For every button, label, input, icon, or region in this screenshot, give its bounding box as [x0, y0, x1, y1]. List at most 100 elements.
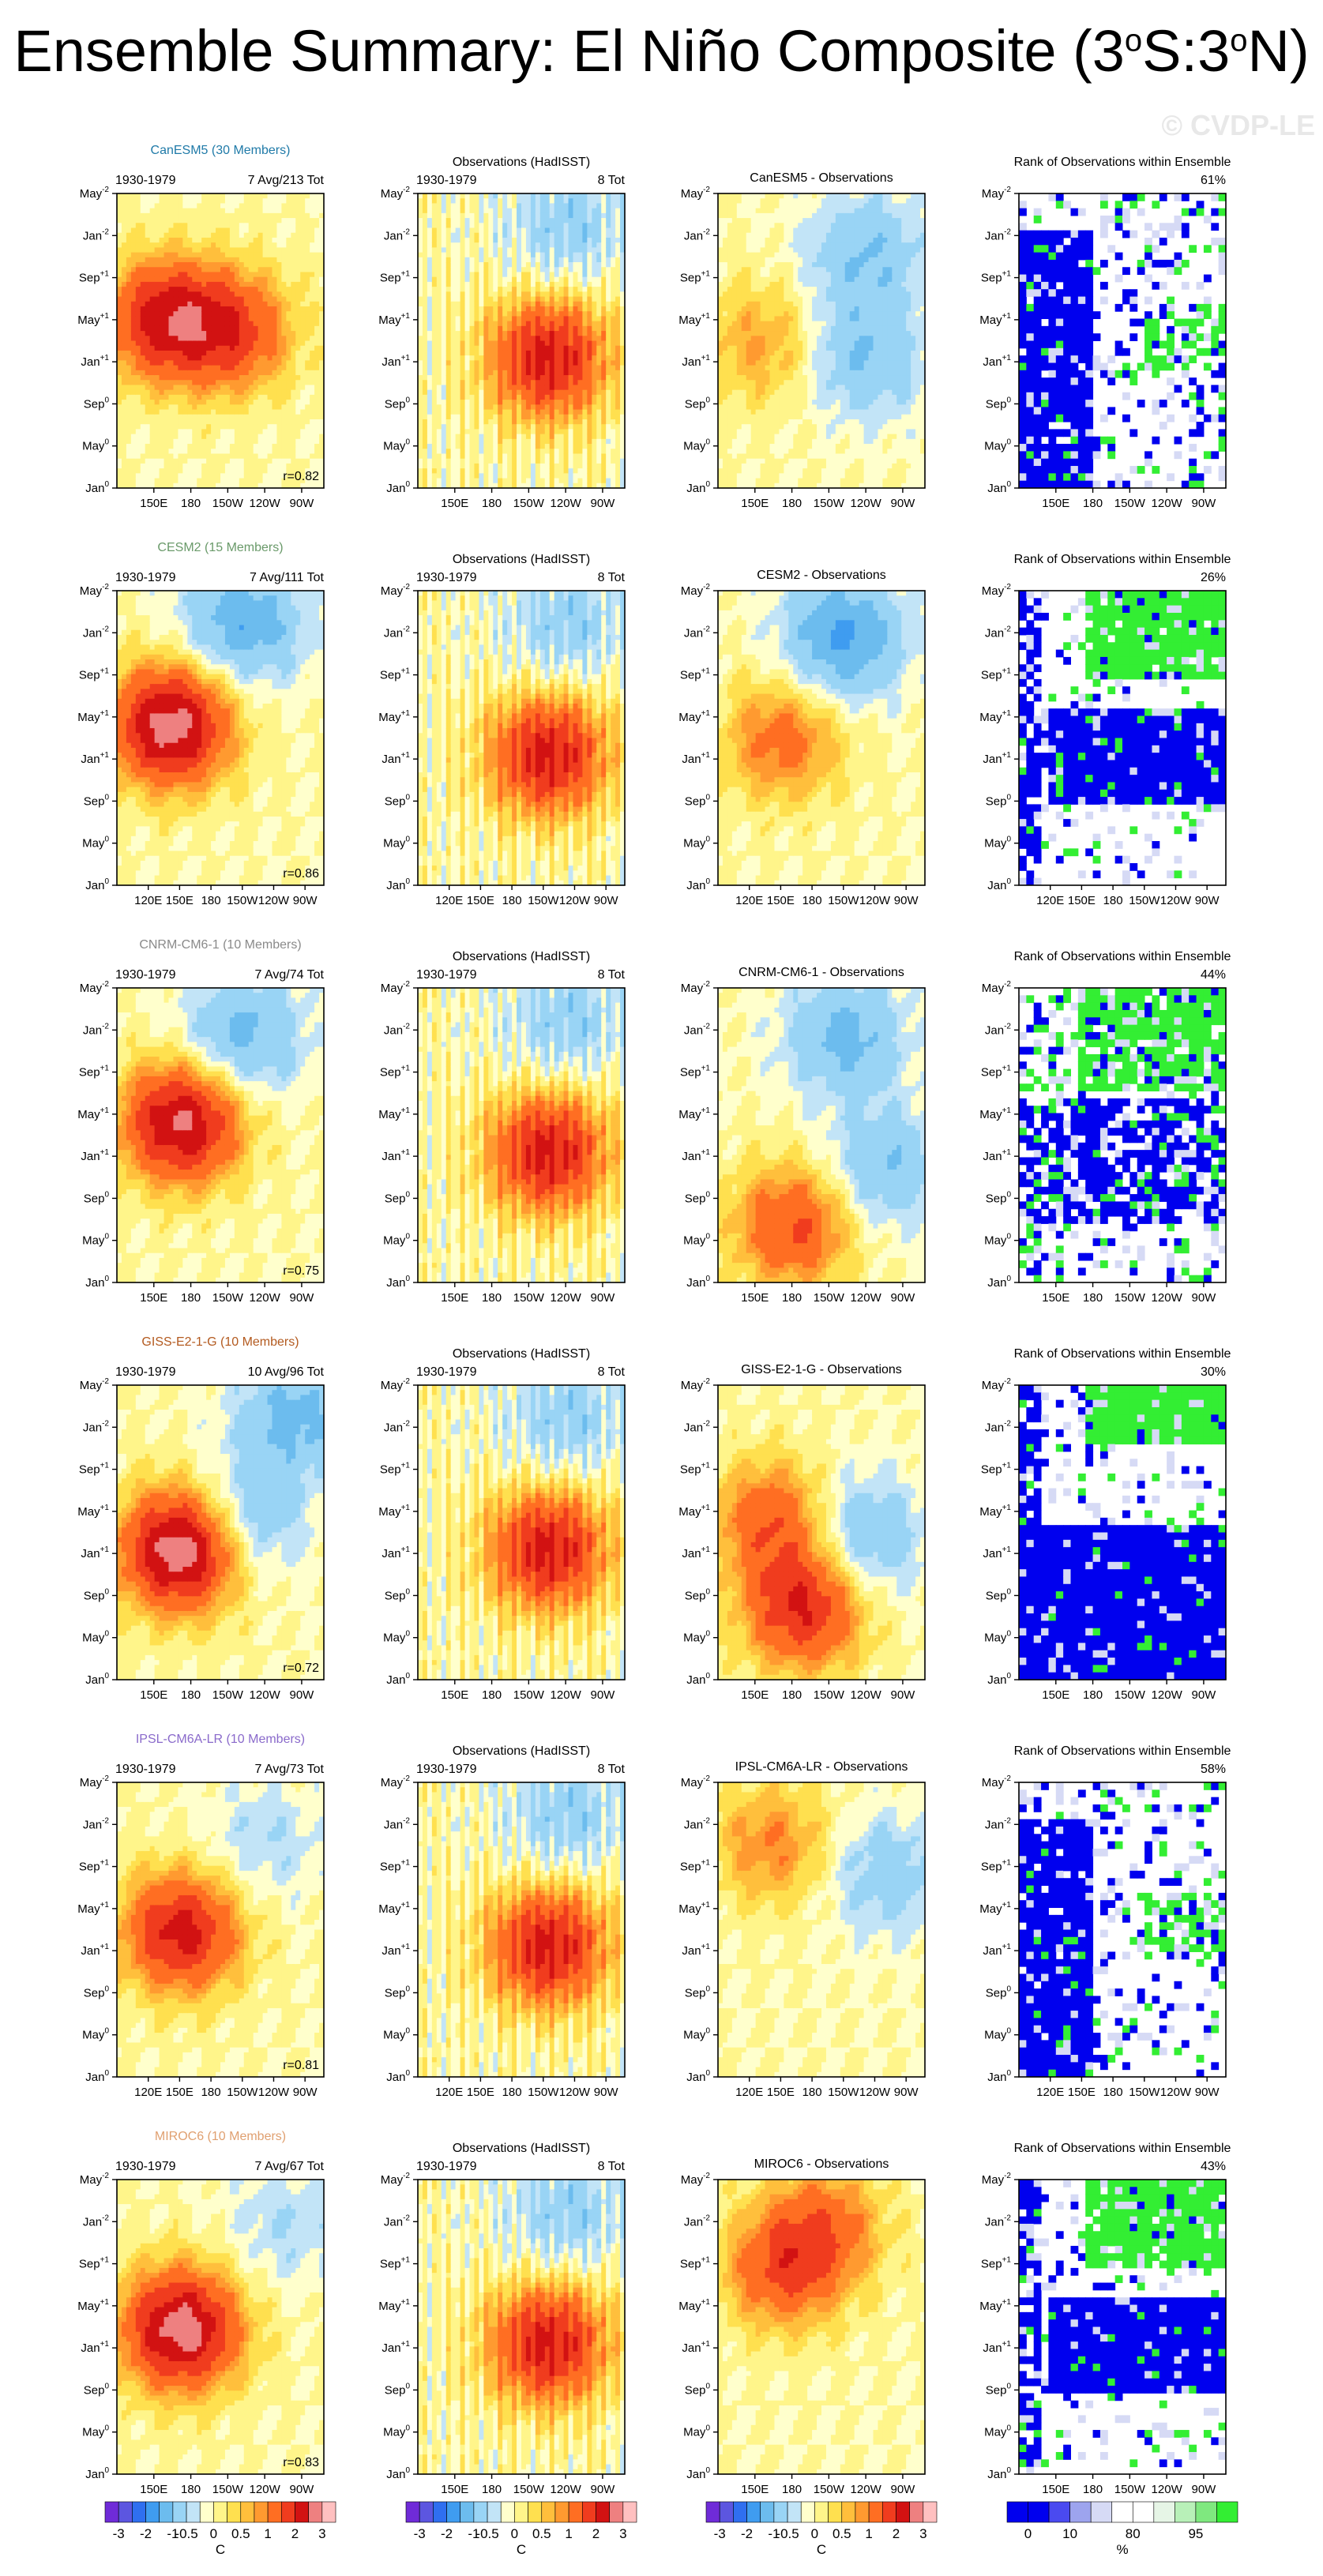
x-tick-label: 120E [435, 894, 463, 907]
x-tick-label: 150W [227, 2086, 258, 2099]
row2-obs-field [418, 591, 626, 886]
colorbar-box [569, 2502, 582, 2522]
row5-obs-field [418, 1782, 626, 2078]
colorbar-box [1070, 2502, 1092, 2522]
x-tick-label: 150W [828, 2086, 859, 2099]
y-tick-label: Jan-2 [384, 1022, 411, 1037]
x-tick-label: 90W [894, 2086, 919, 2099]
x-tick-label: 90W [591, 1688, 616, 1702]
y-tick-label: Jan-2 [384, 625, 411, 640]
x-tick-label: 180 [1103, 2086, 1123, 2099]
y-tick-label: May-2 [381, 186, 411, 201]
row4-model-title: GISS-E2-1-G (10 Members) [141, 1335, 299, 1349]
y-tick-label: Jan-2 [83, 1816, 110, 1831]
colorbar-unit: C [216, 2542, 225, 2557]
row2-model-avg: 7 Avg/111 Tot [250, 571, 325, 584]
colorbar-3: -3 -2 -1-0.5 0 0.5 1 2 3C [706, 2502, 937, 2557]
y-tick-label: May0 [383, 2027, 410, 2042]
row1-rank-pct: 61% [1201, 174, 1226, 187]
y-tick-label: May-2 [80, 186, 110, 201]
y-tick-label: Jan-2 [384, 2214, 411, 2229]
row3-obs-field [418, 988, 626, 1283]
colorbar-label: 0.5 [833, 2526, 851, 2541]
colorbar-box [747, 2502, 761, 2522]
y-tick-label: May0 [683, 1233, 710, 1248]
row1-model-period: 1930-1979 [115, 174, 176, 187]
y-tick-label: May0 [82, 438, 109, 453]
y-tick-label: Jan0 [85, 877, 109, 892]
y-tick-label: Jan0 [686, 1275, 710, 1290]
x-tick-label: 150W [814, 1688, 845, 1702]
row1-model-r: r=0.82 [283, 470, 319, 483]
x-tick-label: 150E [741, 2483, 769, 2496]
x-tick-label: 150W [1129, 2086, 1160, 2099]
colorbar-box [487, 2502, 501, 2522]
x-tick-label: 150W [212, 1291, 244, 1305]
y-tick-label: May+1 [678, 1504, 710, 1519]
row3-model-avg: 7 Avg/74 Tot [255, 968, 325, 982]
row2-model-r: r=0.86 [283, 867, 319, 881]
x-tick-label: 150E [441, 497, 468, 510]
colorbar-label: 1 [565, 2526, 572, 2541]
x-tick-label: 120E [134, 2086, 162, 2099]
y-tick-label: May-2 [681, 1774, 711, 1789]
x-tick-label: 150W [212, 497, 244, 510]
row5-diff-title: IPSL-CM6A-LR - Observations [735, 1760, 908, 1774]
x-tick-label: 180 [782, 2483, 802, 2496]
y-tick-label: Jan-2 [985, 1022, 1012, 1037]
row3-model-period: 1930-1979 [115, 968, 176, 982]
y-tick-label: Sep+1 [680, 1859, 711, 1874]
x-tick-label: 150W [513, 1688, 545, 1702]
y-tick-label: May+1 [378, 1901, 410, 1916]
row1-rank-field [1019, 193, 1227, 488]
row6-obs-period: 1930-1979 [416, 2160, 477, 2173]
colorbar-box [855, 2502, 869, 2522]
row6-obs-title: Observations (HadISST) [453, 2142, 590, 2155]
y-tick-label: Jan+1 [682, 354, 710, 369]
y-tick-label: May-2 [681, 1377, 711, 1392]
y-tick-label: Jan0 [386, 877, 410, 892]
y-tick-label: Jan-2 [985, 1419, 1012, 1434]
colorbar-box [882, 2502, 896, 2522]
colorbar-box [474, 2502, 487, 2522]
y-tick-label: May-2 [80, 583, 110, 598]
y-tick-label: May+1 [378, 1106, 410, 1121]
row4-obs-period: 1930-1979 [416, 1365, 477, 1379]
y-tick-label: May0 [82, 1630, 109, 1645]
row3-rank-title: Rank of Observations within Ensemble [1014, 950, 1231, 963]
x-tick-label: 120E [735, 894, 763, 907]
y-tick-label: May+1 [77, 1504, 109, 1519]
row4-model-r: r=0.72 [283, 1662, 319, 1675]
y-tick-label: Jan-2 [684, 227, 711, 242]
y-tick-label: Jan0 [987, 1672, 1011, 1687]
colorbar-box [923, 2502, 937, 2522]
x-tick-label: 180 [782, 497, 802, 510]
y-tick-label: Sep+1 [79, 1065, 110, 1080]
colorbar-box [829, 2502, 842, 2522]
colorbar-box [118, 2502, 132, 2522]
y-tick-label: Jan+1 [682, 1545, 710, 1560]
colorbar-box [160, 2502, 173, 2522]
y-tick-label: May+1 [378, 2298, 410, 2313]
x-tick-label: 150E [767, 894, 795, 907]
y-tick-label: Jan+1 [381, 1545, 410, 1560]
x-tick-label: 150E [1068, 894, 1096, 907]
colorbar-box [1112, 2502, 1133, 2522]
row5-model-avg: 7 Avg/73 Tot [255, 1763, 325, 1776]
y-tick-label: May-2 [681, 980, 711, 995]
y-tick-label: May0 [984, 1630, 1011, 1645]
y-tick-label: May-2 [381, 583, 411, 598]
x-tick-label: 120W [1152, 1291, 1183, 1305]
x-tick-label: 120W [250, 1291, 281, 1305]
row2-diff-title: CESM2 - Observations [757, 569, 886, 582]
row4-diff-title: GISS-E2-1-G - Observations [741, 1363, 902, 1376]
y-tick-label: May-2 [80, 1774, 110, 1789]
y-tick-label: Jan+1 [81, 751, 109, 766]
colorbar-label: -2 [441, 2526, 453, 2541]
y-tick-label: Sep+1 [981, 270, 1012, 285]
x-tick-label: 180 [482, 497, 502, 510]
y-tick-label: Jan-2 [83, 2214, 110, 2229]
y-tick-label: May0 [383, 438, 410, 453]
x-tick-label: 150W [227, 894, 258, 907]
row2-rank-title: Rank of Observations within Ensemble [1014, 553, 1231, 566]
